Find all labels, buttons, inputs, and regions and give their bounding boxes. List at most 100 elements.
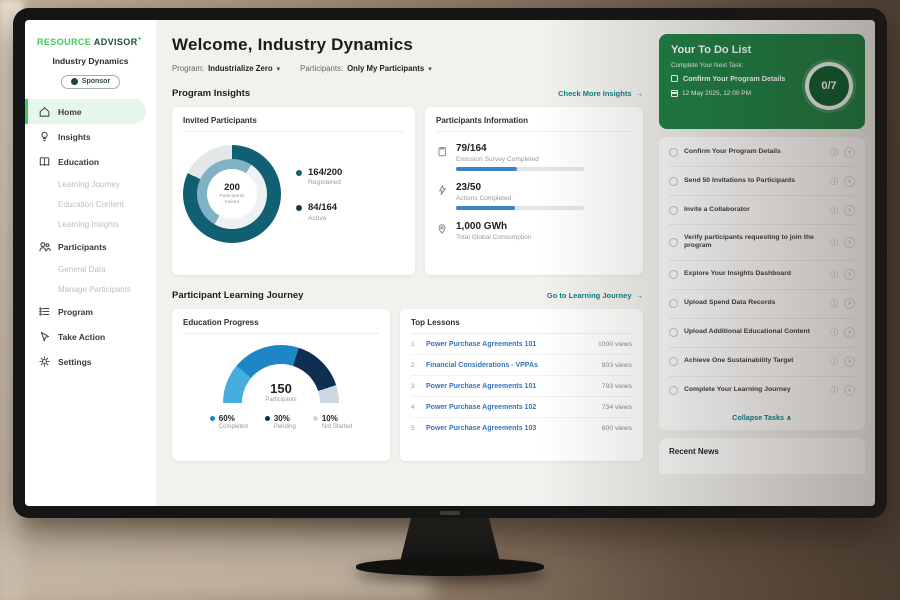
sidebar-item-education-content[interactable]: Education Content — [25, 194, 156, 214]
lesson-link[interactable]: Power Purchase Agreements 102 — [426, 404, 595, 411]
sidebar-item-education[interactable]: Education — [25, 149, 156, 174]
lesson-rank: 1 — [411, 341, 419, 348]
chevron-down-icon: ▾ — [428, 65, 432, 73]
lesson-link[interactable]: Power Purchase Agreements 101 — [426, 383, 595, 390]
chevron-right-icon[interactable]: › — [844, 147, 855, 158]
sidebar-item-label: Home — [58, 107, 82, 117]
consumption-value: 1,000 GWh — [456, 221, 532, 232]
actions-value: 23/50 — [456, 182, 584, 193]
card-title: Top Lessons — [411, 318, 632, 334]
task-item-verify-participants[interactable]: Verify participants requesting to join t… — [669, 225, 855, 261]
sidebar-item-settings[interactable]: Settings — [25, 349, 156, 374]
info-icon[interactable]: ⓘ — [831, 385, 839, 396]
participants-information-card: Participants Information 79/164 Emission… — [425, 107, 643, 275]
task-checkbox[interactable] — [669, 299, 678, 308]
gauge-center-label: Participants — [223, 397, 339, 403]
lesson-views: 803 views — [602, 362, 632, 369]
sidebar-item-take-action[interactable]: Take Action — [25, 324, 156, 349]
chevron-right-icon[interactable]: › — [844, 356, 855, 367]
sidebar-item-general-data[interactable]: General Data — [25, 259, 156, 279]
recent-news-title: Recent News — [669, 447, 855, 456]
not-started-label: Not Started — [322, 424, 352, 430]
education-progress-card: Education Progress 150 Participants — [172, 309, 390, 461]
todo-column: Your To Do List Complete Your Next Task:… — [657, 20, 875, 506]
program-filter-label: Program: — [172, 64, 204, 73]
consumption-label: Total Global Consumption — [456, 234, 532, 241]
task-checkbox[interactable] — [669, 328, 678, 337]
info-icon[interactable]: ⓘ — [831, 356, 839, 367]
legend-item-pending: 30% Pending — [265, 414, 296, 430]
collapse-tasks-link[interactable]: Collapse Tasks ∧ — [669, 405, 855, 426]
lesson-link[interactable]: Financial Considerations - VPPAs — [426, 362, 595, 369]
sponsor-badge[interactable]: Sponsor — [61, 75, 120, 89]
legend-item-not-started: 10% Not Started — [313, 414, 352, 430]
chevron-right-icon[interactable]: › — [844, 205, 855, 216]
lesson-link[interactable]: Power Purchase Agreements 103 — [426, 425, 595, 432]
task-item-complete-learning-journey[interactable]: Complete Your Learning Journey ⓘ › — [669, 377, 855, 405]
task-checkbox[interactable] — [669, 177, 678, 186]
chevron-right-icon[interactable]: › — [844, 385, 855, 396]
program-insights-header: Program Insights Check More Insights → — [172, 88, 643, 99]
info-icon[interactable]: ⓘ — [831, 176, 839, 187]
task-item-send-invitations[interactable]: Send 50 Invitations to Participants ⓘ › — [669, 167, 855, 196]
info-icon[interactable]: ⓘ — [831, 298, 839, 309]
task-checkbox[interactable] — [669, 206, 678, 215]
donut-center-label: Participants Invited — [215, 194, 249, 206]
chevron-right-icon[interactable]: › — [844, 176, 855, 187]
chevron-right-icon[interactable]: › — [844, 237, 855, 248]
gauge-center: 150 Participants — [223, 381, 339, 403]
lesson-rank: 2 — [411, 362, 419, 369]
sidebar-item-program[interactable]: Program — [25, 299, 156, 324]
chevron-right-icon[interactable]: › — [844, 298, 855, 309]
sidebar-item-learning-insights[interactable]: Learning Insights — [25, 214, 156, 234]
sponsor-badge-wrap: Sponsor — [25, 72, 156, 90]
check-more-insights-link[interactable]: Check More Insights → — [558, 89, 643, 98]
program-filter[interactable]: Program: Industrialize Zero ▾ — [172, 64, 280, 73]
sidebar-nav: Home Insights Education Learning Journey… — [25, 99, 156, 374]
task-checkbox[interactable] — [669, 386, 678, 395]
donut-center-value: 200 — [224, 182, 240, 193]
chevron-down-icon: ▾ — [277, 65, 281, 73]
task-item-confirm-program[interactable]: Confirm Your Program Details ⓘ › — [669, 138, 855, 167]
task-checkbox[interactable] — [669, 270, 678, 279]
sidebar-item-manage-participants[interactable]: Manage Participants — [25, 279, 156, 299]
info-icon[interactable]: ⓘ — [831, 205, 839, 216]
sidebar-item-home[interactable]: Home — [25, 99, 146, 124]
info-icon[interactable]: ⓘ — [831, 147, 839, 158]
task-label: Explore Your Insights Dashboard — [684, 270, 825, 279]
chevron-right-icon[interactable]: › — [844, 269, 855, 280]
task-checkbox[interactable] — [669, 238, 678, 247]
info-icon[interactable]: ⓘ — [831, 269, 839, 280]
info-icon[interactable]: ⓘ — [831, 237, 839, 248]
checkbox-icon[interactable] — [671, 75, 678, 82]
lesson-row: 2 Financial Considerations - VPPAs 803 v… — [411, 355, 632, 376]
monitor-stand-neck — [400, 514, 500, 562]
todo-subtitle: Complete Your Next Task: — [671, 62, 853, 69]
participants-filter[interactable]: Participants: Only My Participants ▾ — [300, 64, 432, 73]
task-checkbox[interactable] — [669, 148, 678, 157]
task-item-explore-insights[interactable]: Explore Your Insights Dashboard ⓘ › — [669, 261, 855, 290]
learning-journey-header: Participant Learning Journey Go to Learn… — [172, 290, 643, 301]
task-item-invite-collaborator[interactable]: Invite a Collaborator ⓘ › — [669, 196, 855, 225]
sponsor-label: Sponsor — [82, 78, 110, 85]
sidebar: RESOURCE ADVISOR+ Industry Dynamics Spon… — [25, 20, 156, 506]
todo-progress-value: 0/7 — [821, 80, 836, 92]
next-task-row[interactable]: Confirm Your Program Details — [671, 74, 806, 83]
chevron-right-icon[interactable]: › — [844, 327, 855, 338]
sidebar-item-participants[interactable]: Participants — [25, 234, 156, 259]
task-item-upload-educational-content[interactable]: Upload Additional Educational Content ⓘ … — [669, 319, 855, 348]
card-title: Invited Participants — [183, 116, 404, 132]
sidebar-item-label: Manage Participants — [58, 285, 131, 294]
sidebar-item-insights[interactable]: Insights — [25, 124, 156, 149]
monitor-stand-base — [356, 558, 544, 576]
go-to-learning-journey-link[interactable]: Go to Learning Journey → — [547, 291, 643, 300]
task-checkbox[interactable] — [669, 357, 678, 366]
sidebar-item-learning-journey[interactable]: Learning Journey — [25, 174, 156, 194]
task-item-achieve-sustainability-target[interactable]: Achieve One Sustainability Target ⓘ › — [669, 348, 855, 377]
pointer-icon — [38, 330, 51, 343]
task-item-upload-spend-data[interactable]: Upload Spend Data Records ⓘ › — [669, 290, 855, 319]
info-icon[interactable]: ⓘ — [831, 327, 839, 338]
lesson-link[interactable]: Power Purchase Agreements 101 — [426, 341, 591, 348]
card-title: Participants Information — [436, 116, 632, 132]
sidebar-item-label: Settings — [58, 357, 92, 367]
